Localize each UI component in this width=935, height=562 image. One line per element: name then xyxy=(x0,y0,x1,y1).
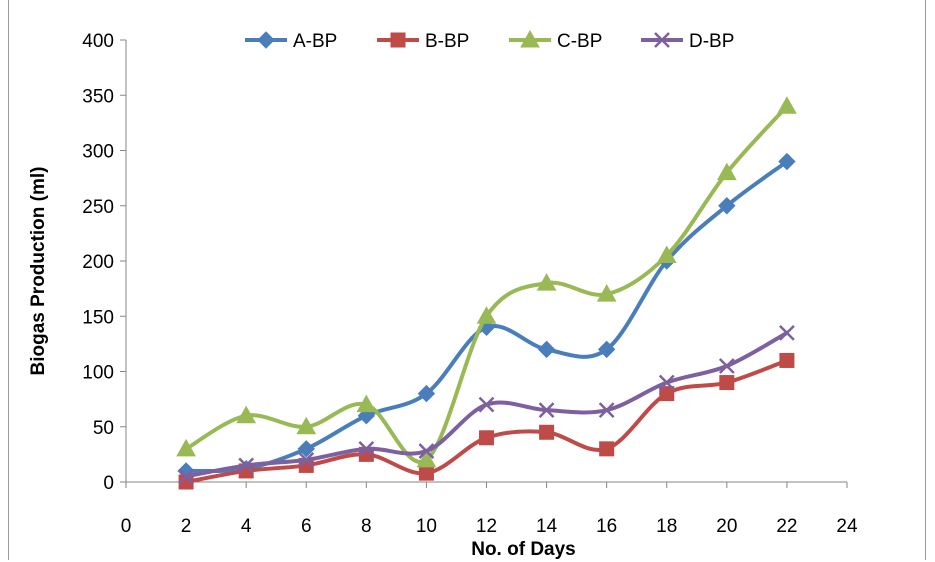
x-tick-label: 22 xyxy=(776,516,797,537)
y-tick-label: 200 xyxy=(82,252,114,273)
series-d-bp xyxy=(178,324,795,485)
data-point xyxy=(297,440,315,458)
x-tick-label: 0 xyxy=(121,516,132,537)
data-point xyxy=(536,273,557,291)
data-point xyxy=(418,443,435,459)
series-c-bp xyxy=(176,96,797,468)
x-tick-label: 16 xyxy=(596,516,617,537)
y-tick-label: 350 xyxy=(82,86,114,107)
legend-label: B-BP xyxy=(425,31,469,52)
data-point xyxy=(476,306,497,324)
data-point xyxy=(658,374,675,391)
x-tick-label: 20 xyxy=(716,516,737,537)
data-point xyxy=(417,384,436,403)
x-tick-label: 10 xyxy=(416,516,437,537)
legend-label: C-BP xyxy=(557,31,602,52)
y-tick-label: 0 xyxy=(103,473,114,494)
legend-marker xyxy=(257,31,275,49)
legend: A-BP B-BP C-BP D-BP xyxy=(245,29,734,52)
data-point xyxy=(656,245,677,263)
data-point xyxy=(358,440,375,457)
x-tick-label: 2 xyxy=(181,516,192,537)
data-point xyxy=(176,438,196,457)
data-point xyxy=(659,386,675,402)
x-tick-label: 24 xyxy=(836,516,858,537)
legend-marker xyxy=(654,32,670,48)
series-line xyxy=(184,104,789,465)
data-point xyxy=(416,449,437,468)
data-point xyxy=(296,416,317,435)
x-tick-label: 8 xyxy=(361,516,372,537)
data-point xyxy=(478,396,495,413)
y-tick-label: 100 xyxy=(82,363,114,384)
y-tick-label: 50 xyxy=(93,418,114,439)
data-point xyxy=(597,340,616,359)
data-point xyxy=(719,375,735,391)
y-tick-label: 250 xyxy=(82,197,114,218)
x-tick-label: 4 xyxy=(241,516,252,537)
data-point xyxy=(596,284,617,302)
plot-area xyxy=(176,96,797,490)
series-b-bp xyxy=(178,352,795,490)
data-point xyxy=(418,465,434,481)
data-point xyxy=(716,162,737,181)
data-point xyxy=(178,468,194,485)
data-point xyxy=(538,402,555,419)
y-axis-title: Biogas Production (ml) xyxy=(28,167,49,376)
legend-item-a-bp: A-BP xyxy=(245,31,337,52)
data-point xyxy=(718,197,736,215)
data-point xyxy=(236,405,257,424)
data-point xyxy=(298,452,315,468)
data-point xyxy=(598,402,615,419)
x-tick-label: 6 xyxy=(301,516,312,537)
legend-item-b-bp: B-BP xyxy=(377,31,469,52)
y-tick-label: 300 xyxy=(82,142,114,163)
data-point xyxy=(238,457,255,474)
data-point xyxy=(718,358,735,374)
legend-item-d-bp: D-BP xyxy=(641,31,734,52)
legend-marker xyxy=(520,29,540,48)
data-point xyxy=(539,424,555,440)
data-point xyxy=(779,324,795,341)
legend-item-c-bp: C-BP xyxy=(509,29,602,52)
chart-frame xyxy=(8,0,926,560)
legend-label: D-BP xyxy=(689,31,734,52)
x-tick-label: 18 xyxy=(656,516,677,537)
y-tick-label: 400 xyxy=(82,31,114,52)
legend-label: A-BP xyxy=(293,31,337,52)
y-tick-label: 150 xyxy=(82,307,114,328)
data-point xyxy=(779,352,795,368)
x-tick-label: 12 xyxy=(476,516,497,537)
data-point xyxy=(356,394,377,413)
x-tick-label: 14 xyxy=(536,516,558,537)
legend-marker xyxy=(390,32,406,48)
data-point xyxy=(537,340,556,359)
data-point xyxy=(778,152,796,171)
data-point xyxy=(479,430,494,446)
x-axis-title: No. of Days xyxy=(471,539,576,560)
data-point xyxy=(599,441,615,457)
data-point xyxy=(777,96,797,114)
